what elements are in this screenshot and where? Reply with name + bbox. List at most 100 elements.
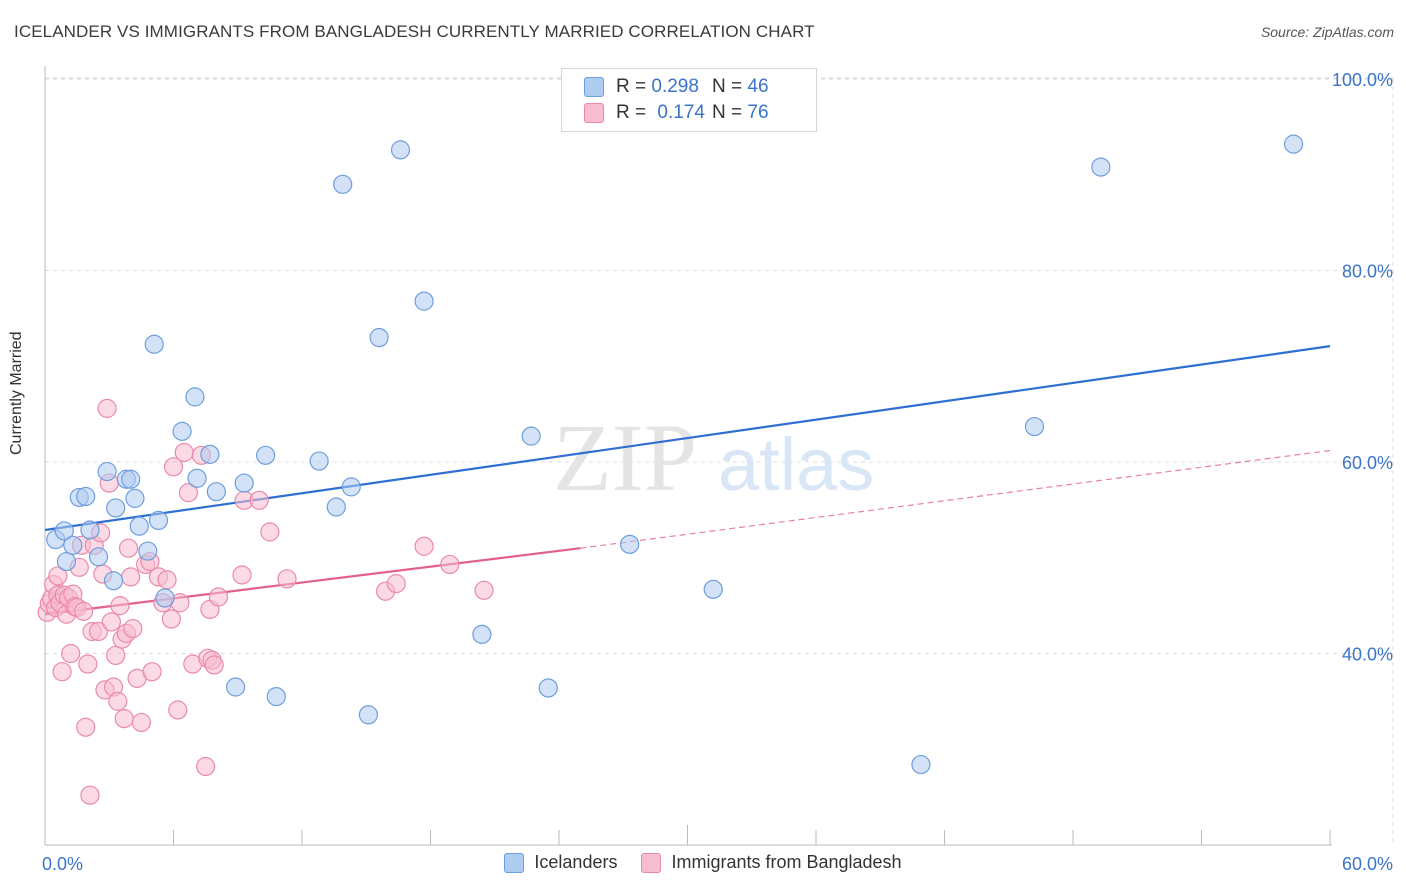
bangladesh-point: [131, 712, 151, 733]
watermark-atlas: atlas: [718, 423, 874, 506]
bangladesh-trend-extension: [580, 449, 1331, 549]
bottom-legend-label: Icelanders: [534, 852, 618, 872]
icelander-point: [155, 588, 175, 608]
icelander-point: [703, 579, 723, 599]
watermark-zip: ZIP: [553, 404, 697, 511]
icelander-point: [76, 486, 96, 507]
icelander-point: [358, 705, 378, 725]
chart-title: ICELANDER VS IMMIGRANTS FROM BANGLADESH …: [14, 22, 815, 41]
bangladesh-point: [110, 596, 130, 616]
bottom-legend-label: Immigrants from Bangladesh: [671, 852, 902, 872]
icelander-point: [1024, 416, 1045, 437]
bangladesh-point: [157, 570, 177, 590]
icelander-point: [56, 551, 77, 572]
bottom-legend-bangladesh: Immigrants from Bangladesh: [641, 852, 902, 873]
icelander-point: [309, 451, 329, 471]
icelander-point: [521, 426, 541, 446]
icelander-point: [226, 677, 246, 697]
bottom-legend-swatch-blue: [504, 852, 525, 873]
legend-r-value: 0.298: [651, 76, 699, 97]
icelander-point: [80, 520, 100, 540]
bangladesh-point: [61, 643, 81, 664]
bangladesh-point: [88, 621, 109, 642]
legend-n-value: 46: [747, 76, 769, 97]
icelander-point: [185, 387, 205, 407]
bangladesh-point: [474, 580, 494, 600]
icelander-point: [341, 477, 361, 497]
bangladesh-trend-line: [44, 547, 581, 616]
bangladesh-point: [178, 483, 199, 503]
icelander-point: [200, 444, 220, 464]
icelander-point: [54, 521, 74, 541]
icelander-point: [138, 541, 158, 561]
bangladesh-point: [414, 536, 434, 556]
bangladesh-point: [52, 662, 72, 682]
icelander-point: [88, 547, 109, 567]
bottom-legend: Icelanders Immigrants from Bangladesh: [0, 852, 1406, 873]
icelander-point: [472, 624, 492, 644]
icelander-point: [266, 686, 286, 707]
icelander-point: [1091, 157, 1111, 177]
bangladesh-point: [78, 654, 98, 674]
icelander-point: [234, 473, 254, 493]
bangladesh-point: [196, 756, 216, 777]
icelander-point: [206, 482, 226, 502]
bottom-legend-swatch-pink: [641, 852, 662, 873]
bangladesh-point: [174, 442, 194, 463]
y-tick-label: 40.0%: [1342, 645, 1393, 665]
bangladesh-point: [118, 538, 139, 558]
bangladesh-point: [232, 565, 252, 585]
bangladesh-point: [97, 398, 117, 418]
bangladesh-point: [277, 569, 297, 589]
source-label: Source: ZipAtlas.com: [1260, 24, 1394, 40]
bangladesh-point: [168, 700, 188, 720]
bangladesh-point: [101, 612, 121, 632]
bangladesh-point: [163, 457, 184, 477]
icelander-point: [187, 468, 207, 488]
icelander-point: [63, 535, 83, 555]
icelander-point: [172, 421, 192, 441]
x-tick-label: 0.0%: [42, 854, 83, 874]
icelander-point: [121, 469, 141, 489]
legend-r-value: 0.174: [657, 102, 705, 123]
icelander-point: [97, 461, 117, 482]
bangladesh-point: [106, 645, 126, 666]
bangladesh-point: [123, 619, 143, 639]
bangladesh-point: [161, 609, 181, 629]
icelander-point: [620, 534, 640, 554]
bangladesh-point: [114, 709, 134, 729]
bangladesh-point: [121, 567, 141, 587]
bangladesh-point: [48, 566, 68, 586]
icelander-point: [129, 516, 149, 536]
bottom-legend-icelanders: Icelanders: [504, 852, 617, 873]
bangladesh-point: [73, 601, 94, 621]
icelander-point: [144, 334, 164, 354]
legend-row-icelanders: R = 0.298 N = 46: [584, 75, 769, 99]
bangladesh-point: [76, 717, 96, 737]
icelander-point: [326, 497, 346, 517]
icelander-point: [369, 327, 389, 348]
legend-swatch-pink: [584, 103, 604, 123]
bangladesh-point: [208, 587, 229, 607]
bangladesh-point: [260, 522, 280, 542]
y-tick-label: 100.0%: [1332, 70, 1393, 90]
legend-row-bangladesh: R = 0.174 N = 76: [584, 101, 769, 125]
icelander-point: [414, 291, 434, 311]
icelander-point: [1283, 134, 1304, 154]
bangladesh-point: [108, 691, 128, 711]
data-points: [37, 134, 1304, 805]
legend: R = 0.298 N = 46 R = 0.174 N = 76: [561, 68, 817, 132]
bangladesh-point: [249, 490, 269, 510]
tick-labels: 40.0% 60.0% 80.0% 100.0% 0.0% 60.0%: [42, 70, 1393, 874]
legend-r-label: R =: [616, 102, 647, 123]
icelander-point: [255, 445, 276, 465]
x-tick-label: 60.0%: [1342, 854, 1393, 874]
axes: [44, 66, 1332, 846]
y-tick-label: 60.0%: [1342, 453, 1393, 473]
icelander-point: [148, 510, 169, 531]
legend-n-label: N =: [712, 102, 743, 123]
bangladesh-point: [142, 662, 162, 682]
icelander-point: [538, 678, 558, 698]
bangladesh-point: [386, 574, 406, 594]
